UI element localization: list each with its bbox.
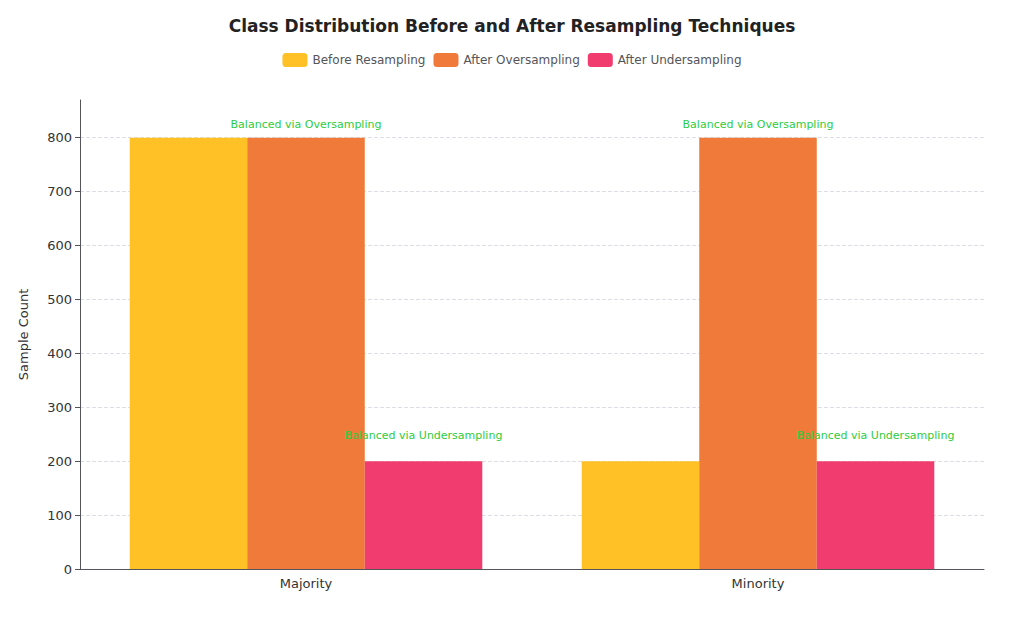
svg-text:Balanced via Undersampling: Balanced via Undersampling [797,429,955,442]
svg-text:After Oversampling: After Oversampling [463,53,579,67]
svg-text:200: 200 [47,454,72,469]
svg-text:Sample Count: Sample Count [16,289,31,380]
svg-text:After Undersampling: After Undersampling [618,53,742,67]
svg-text:600: 600 [47,238,72,253]
svg-text:Before Resampling: Before Resampling [312,53,425,67]
svg-text:Balanced via Oversampling: Balanced via Oversampling [231,118,382,131]
svg-text:Minority: Minority [732,576,785,591]
svg-text:Balanced via Undersampling: Balanced via Undersampling [345,429,503,442]
svg-text:800: 800 [47,130,72,145]
svg-text:700: 700 [47,184,72,199]
svg-text:500: 500 [47,292,72,307]
svg-text:Balanced via Oversampling: Balanced via Oversampling [683,118,834,131]
svg-text:100: 100 [47,508,72,523]
svg-text:400: 400 [47,346,72,361]
svg-text:0: 0 [64,562,72,577]
svg-text:Class Distribution Before and: Class Distribution Before and After Resa… [229,16,796,36]
svg-text:Majority: Majority [280,576,333,591]
svg-text:300: 300 [47,400,72,415]
